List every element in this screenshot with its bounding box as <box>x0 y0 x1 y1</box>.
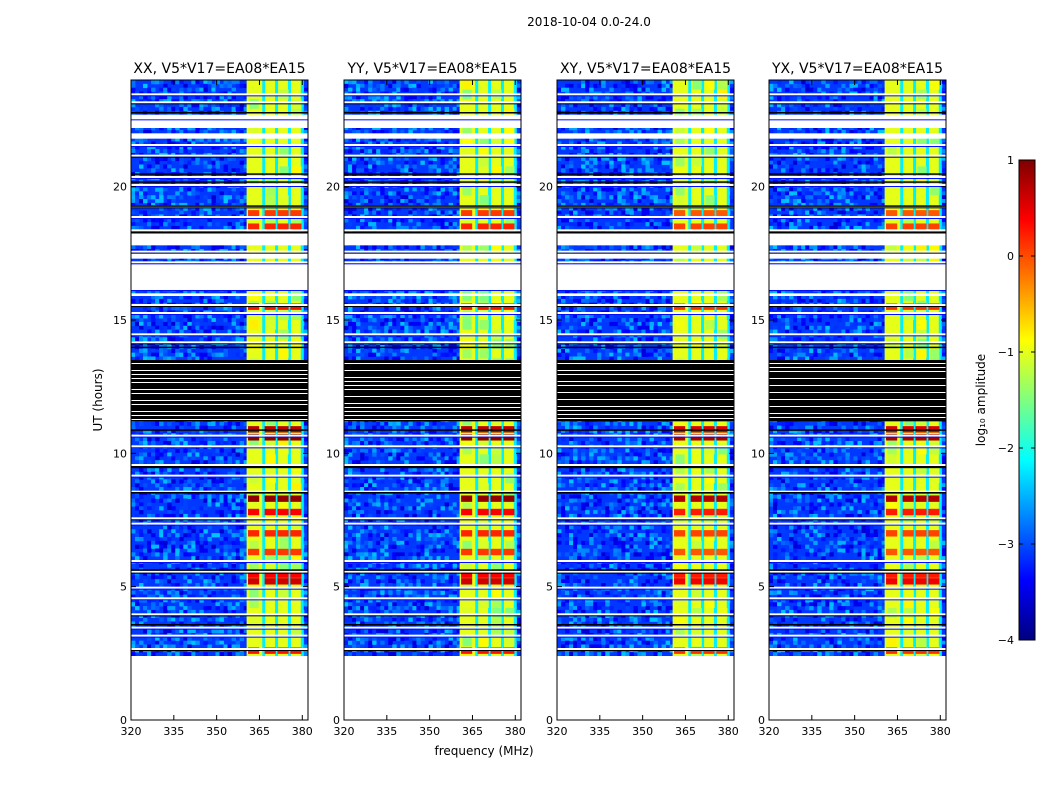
panel-0-frame <box>130 79 309 721</box>
panel-1-xtick-label: 335 <box>376 725 397 738</box>
panel-0-ytick-label: 0 <box>120 714 127 727</box>
panel-2-ytick-label: 20 <box>539 181 553 194</box>
panel-0-xtick-label: 365 <box>249 725 270 738</box>
panel-0-xtick-label: 350 <box>206 725 227 738</box>
panel-3-flagged-gap <box>769 360 946 422</box>
colorbar <box>1018 159 1036 641</box>
panel-3-xtick-label: 335 <box>801 725 822 738</box>
panel-3-xtick-label: 350 <box>844 725 865 738</box>
panel-0-xtick-label: 320 <box>121 725 142 738</box>
panel-3-xtick-label: 380 <box>930 725 951 738</box>
panel-1-ytick-label: 15 <box>326 314 340 327</box>
panel-2-frame <box>556 79 735 721</box>
panel-2-xtick-label: 380 <box>718 725 739 738</box>
panel-2-ytick-label: 15 <box>539 314 553 327</box>
panel-0-ytick-label: 20 <box>113 181 127 194</box>
x-axis-label: frequency (MHz) <box>434 744 533 758</box>
panel-1-xtick-label: 365 <box>462 725 483 738</box>
panel-3-ytick-label: 10 <box>751 447 765 460</box>
panel-0-ytick-label: 10 <box>113 447 127 460</box>
panel-3-no-data <box>769 656 946 720</box>
panel-1-title: YY, V5*V17=EA08*EA15 <box>346 61 517 77</box>
panel-2-xtick-label: 320 <box>547 725 568 738</box>
y-axis-label: UT (hours) <box>91 368 105 431</box>
colorbar-tick-label: −1 <box>998 346 1014 359</box>
panel-3-frame <box>768 79 947 721</box>
panel-1-ytick-label: 5 <box>333 581 340 594</box>
panel-0-no-data <box>131 656 308 720</box>
panel-2-title: XY, V5*V17=EA08*EA15 <box>560 61 731 77</box>
panel-1-ytick-label: 0 <box>333 714 340 727</box>
panel-0-xtick-label: 335 <box>163 725 184 738</box>
panel-3-title: YX, V5*V17=EA08*EA15 <box>771 61 943 77</box>
panel-2-xtick-label: 350 <box>632 725 653 738</box>
panel-2-ytick-label: 10 <box>539 447 553 460</box>
panel-1-no-data <box>344 656 521 720</box>
colorbar-label: log₁₀ amplitude <box>974 354 988 446</box>
panel-0-ytick-label: 15 <box>113 314 127 327</box>
panel-1-ytick-label: 20 <box>326 181 340 194</box>
figure-title: 2018-10-04 0.0-24.0 <box>527 15 651 29</box>
panel-1-xtick-label: 350 <box>419 725 440 738</box>
panel-0-title: XX, V5*V17=EA08*EA15 <box>133 61 305 77</box>
panel-1-ytick-label: 10 <box>326 447 340 460</box>
panel-3-xtick-label: 320 <box>759 725 780 738</box>
panel-1-xtick-label: 380 <box>505 725 526 738</box>
panel-0-flagged-gap <box>131 360 308 422</box>
colorbar-tick-label: −3 <box>998 538 1014 551</box>
colorbar-tick-label: 0 <box>1007 250 1014 263</box>
panel-0-ytick-label: 5 <box>120 581 127 594</box>
colorbar-tick-label: −2 <box>998 442 1014 455</box>
panel-3-heatmap <box>769 80 946 720</box>
panel-3-ytick-label: 20 <box>751 181 765 194</box>
panel-2-ytick-label: 0 <box>546 714 553 727</box>
panel-2-ytick-label: 5 <box>546 581 553 594</box>
panel-1-flagged-gap <box>344 360 521 422</box>
panel-2-xtick-label: 365 <box>675 725 696 738</box>
panel-0-heatmap <box>131 80 308 720</box>
panel-1-frame <box>343 79 522 721</box>
colorbar-tick-label: 1 <box>1007 154 1014 167</box>
panel-2-flagged-gap <box>557 360 734 422</box>
panel-2-heatmap <box>557 80 734 720</box>
colorbar-tick-label: −4 <box>998 634 1014 647</box>
panel-1-xtick-label: 320 <box>334 725 355 738</box>
panel-3-ytick-label: 5 <box>758 581 765 594</box>
panel-3-ytick-label: 0 <box>758 714 765 727</box>
panel-2-no-data <box>557 656 734 720</box>
panel-0-xtick-label: 380 <box>292 725 313 738</box>
panel-1-heatmap <box>344 80 521 720</box>
panel-3-ytick-label: 15 <box>751 314 765 327</box>
panel-2-xtick-label: 335 <box>589 725 610 738</box>
panel-3-xtick-label: 365 <box>887 725 908 738</box>
